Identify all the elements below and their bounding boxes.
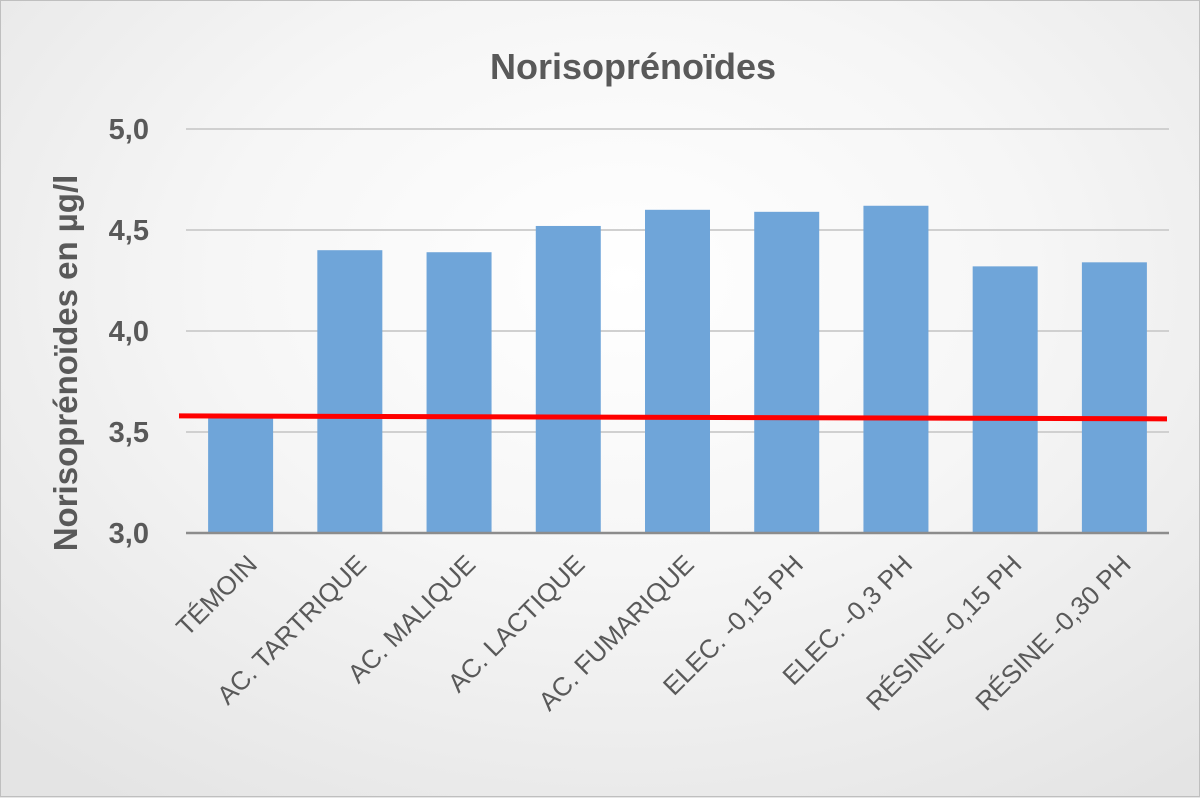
- y-tick-label: 5,0: [109, 114, 149, 146]
- bar: [645, 209, 710, 534]
- y-tick-label: 3,5: [109, 417, 149, 449]
- bar: [317, 250, 383, 533]
- bars: [208, 205, 1147, 534]
- bar: [535, 225, 601, 533]
- bar: [863, 205, 929, 533]
- y-tick-label: 4,5: [109, 215, 149, 247]
- chart-title: Norisoprénoïdes: [490, 46, 776, 87]
- reference-line-group: [178, 413, 1168, 422]
- bar: [1081, 262, 1147, 533]
- reference-line: [178, 413, 1168, 422]
- y-axis-label: Norisoprénoïdes en µg/l: [47, 175, 84, 552]
- x-tick-label: TÉMOIN: [170, 549, 263, 642]
- bar: [208, 417, 274, 533]
- bar: [426, 252, 492, 533]
- y-tick-label: 3,0: [109, 518, 149, 550]
- y-axis-ticks: 3,0 3,5 4,0 4,5 5,0: [109, 114, 149, 550]
- bar: [754, 211, 820, 533]
- bar: [972, 266, 1038, 533]
- y-tick-label: 4,0: [109, 316, 149, 348]
